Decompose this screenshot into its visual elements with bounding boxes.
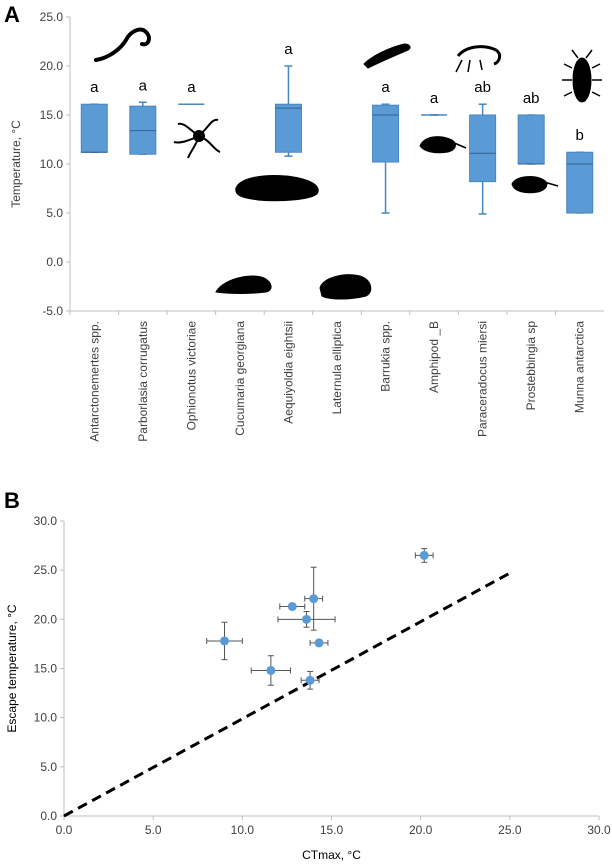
- box: [566, 151, 594, 214]
- significance-group-label: b: [576, 127, 584, 144]
- y-tick-label: 0.0: [40, 809, 57, 823]
- panel-a-boxes: a a a a a a ab ab b: [80, 41, 594, 215]
- data-point: [314, 638, 324, 648]
- x-tick-label: 0.0: [56, 823, 73, 837]
- bivalve-icon: [235, 175, 319, 202]
- data-point: [305, 675, 315, 685]
- y-tick-label: 25.0: [40, 10, 64, 24]
- clam-icon: [319, 274, 372, 300]
- significance-group-label: a: [187, 79, 196, 96]
- category-label: Parborlasia corrugatus: [136, 321, 150, 442]
- panel-a-label: A: [4, 2, 20, 27]
- brittle-star-icon: [173, 118, 221, 159]
- data-point: [309, 594, 319, 604]
- significance-group-label: a: [139, 77, 148, 94]
- category-label: Munna antarctica: [573, 321, 587, 413]
- box: [80, 103, 108, 153]
- panel-b-y-ticks: 0.0 5.0 10.0 15.0 20.0 25.0 30.0: [34, 514, 64, 823]
- significance-group-label: a: [381, 79, 390, 96]
- y-tick-label: 0.0: [46, 255, 63, 269]
- category-label: Paraceradocus miersi: [476, 321, 490, 437]
- box: [517, 114, 545, 165]
- data-point: [302, 614, 312, 624]
- y-tick-label: 20.0: [40, 59, 64, 73]
- y-tick-label: 10.0: [40, 157, 64, 171]
- amphipod-icon: [455, 45, 502, 73]
- category-label: Amphipod _B: [427, 321, 441, 393]
- significance-group-label: a: [90, 79, 99, 96]
- category-label: Prostebbingia sp: [524, 321, 538, 411]
- y-tick-label: 10.0: [34, 711, 58, 725]
- significance-group-label: ab: [474, 79, 491, 96]
- reference-line: [63, 571, 511, 818]
- box: [372, 104, 400, 163]
- category-label: Antarctonemertes spp.: [87, 321, 101, 442]
- polychaete-icon: [363, 43, 411, 69]
- category-label: Aequiyoldia eightsii: [281, 321, 295, 424]
- panel-a-y-axis-label: Temperature, °C: [9, 120, 23, 208]
- y-tick-label: 20.0: [34, 612, 58, 626]
- box: [274, 103, 302, 153]
- panel-b-y-axis-label: Escape temperature, °C: [5, 604, 19, 733]
- box: [469, 114, 497, 183]
- isopod-icon: [562, 49, 602, 103]
- category-label: Barrukia spp.: [379, 321, 393, 392]
- x-tick-label: 30.0: [587, 823, 611, 837]
- amphipod-b-icon: [419, 136, 467, 154]
- data-point: [266, 665, 276, 675]
- data-point: [419, 550, 429, 560]
- x-tick-label: 10.0: [231, 823, 255, 837]
- x-tick-label: 25.0: [498, 823, 522, 837]
- significance-group-label: ab: [523, 90, 540, 107]
- y-tick-label: 15.0: [40, 108, 64, 122]
- panel-b-label: B: [4, 488, 20, 513]
- data-point: [287, 602, 297, 612]
- amphipod-c-icon: [511, 176, 559, 194]
- category-label: Laternula elliptica: [330, 321, 344, 415]
- nemertean-worm-icon: [94, 27, 151, 62]
- y-tick-label: 30.0: [34, 514, 58, 528]
- x-tick-label: 15.0: [320, 823, 344, 837]
- significance-group-label: a: [430, 90, 439, 107]
- sea-cucumber-icon: [215, 275, 272, 294]
- data-point: [220, 636, 229, 646]
- panel-b-x-ticks: 0.0 5.0 10.0 15.0 20.0 25.0 30.0: [56, 816, 611, 837]
- y-tick-label: 15.0: [34, 662, 58, 676]
- y-tick-label: -5.0: [42, 304, 63, 318]
- category-label: Ophionotus victoriae: [184, 321, 198, 431]
- panel-a-category-labels: Antarctonemertes spp. Parborlasia corruga…: [69, 311, 587, 442]
- panel-b-points: [206, 548, 434, 690]
- panel-a-y-ticks: -5.0 0.0 5.0 10.0 15.0 20.0 25.0: [40, 10, 70, 318]
- organism-silhouettes: [94, 27, 602, 300]
- y-tick-label: 25.0: [34, 563, 58, 577]
- y-tick-label: 5.0: [46, 206, 63, 220]
- significance-group-label: a: [284, 41, 293, 58]
- panel-b-x-axis-label: CTmax, °C: [302, 848, 361, 862]
- y-tick-label: 5.0: [40, 760, 57, 774]
- category-label: Cucumaria georgiana: [233, 321, 247, 436]
- x-tick-label: 20.0: [409, 823, 433, 837]
- x-tick-label: 5.0: [145, 823, 162, 837]
